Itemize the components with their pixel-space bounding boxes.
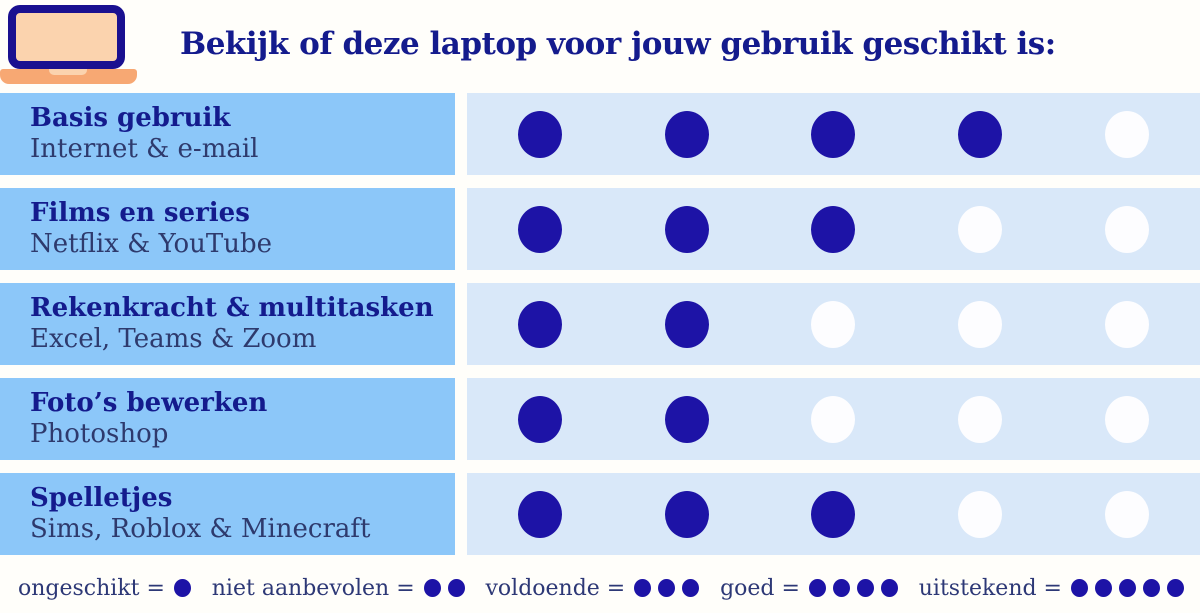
- legend-label: niet aanbevolen =: [211, 575, 415, 601]
- row-title: Basis gebruik: [30, 102, 231, 133]
- rating-dot-empty: [958, 395, 1003, 443]
- rating-dot-filled: [811, 110, 856, 158]
- rating-dot-filled: [518, 205, 563, 253]
- legend-item-uitstekend: uitstekend =: [919, 576, 1184, 601]
- rating-dot-filled: [808, 579, 826, 597]
- row-label: Films en series Netflix & YouTube: [0, 188, 455, 270]
- rating-dot-empty: [1104, 110, 1149, 158]
- row-title: Rekenkracht & multitasken: [30, 292, 434, 323]
- rating-dot-filled: [1143, 579, 1160, 597]
- laptop-screen: [8, 5, 125, 69]
- legend-item-niet-aanbevolen: niet aanbevolen =: [212, 576, 465, 601]
- laptop-notch: [49, 69, 87, 75]
- row-rating-dots: [467, 283, 1200, 365]
- rating-dot-filled: [1119, 579, 1136, 597]
- rating-dot-filled: [664, 490, 709, 538]
- rating-row-rekenkracht: Rekenkracht & multitasken Excel, Teams &…: [0, 283, 1200, 365]
- rating-row-basis-gebruik: Basis gebruik Internet & e-mail: [0, 93, 1200, 175]
- row-subtitle: Excel, Teams & Zoom: [30, 324, 317, 354]
- rating-row-spelletjes: Spelletjes Sims, Roblox & Minecraft: [0, 473, 1200, 555]
- legend-label: ongeschikt =: [18, 575, 165, 601]
- row-subtitle: Netflix & YouTube: [30, 229, 272, 259]
- laptop-base: [0, 69, 137, 84]
- row-title: Films en series: [30, 197, 250, 228]
- legend-label: voldoende =: [485, 575, 626, 601]
- row-title: Spelletjes: [30, 482, 173, 513]
- page-title: Bekijk of deze laptop voor jouw gebruik …: [180, 26, 1056, 62]
- row-subtitle: Internet & e-mail: [30, 134, 259, 164]
- laptop-icon: [0, 0, 137, 84]
- rating-dot-filled: [173, 579, 191, 597]
- row-label: Spelletjes Sims, Roblox & Minecraft: [0, 473, 455, 555]
- legend-item-voldoende: voldoende =: [485, 575, 700, 601]
- rating-dot-empty: [958, 490, 1003, 538]
- legend-label: uitstekend =: [918, 575, 1062, 601]
- legend-item-goed: goed =: [720, 576, 898, 601]
- rating-row-films-en-series: Films en series Netflix & YouTube: [0, 188, 1200, 270]
- legend-label: goed =: [720, 575, 800, 601]
- rating-dot-filled: [682, 579, 700, 597]
- row-rating-dots: [467, 378, 1200, 460]
- legend-item-ongeschikt: ongeschikt =: [18, 576, 191, 601]
- rating-dot-empty: [1104, 300, 1149, 348]
- ratings-table: Basis gebruik Internet & e-mail Films en…: [0, 93, 1200, 555]
- rating-dot-filled: [832, 579, 850, 597]
- legend: ongeschikt = niet aanbevolen = voldoende…: [0, 555, 1200, 613]
- rating-dot-empty: [1104, 395, 1149, 443]
- row-rating-dots: [467, 473, 1200, 555]
- rating-dot-filled: [1095, 579, 1112, 597]
- rating-dot-filled: [423, 579, 441, 597]
- legend-dots: [1071, 579, 1184, 597]
- rating-dot-filled: [664, 300, 709, 348]
- row-label: Basis gebruik Internet & e-mail: [0, 93, 455, 175]
- rating-dot-filled: [447, 579, 465, 597]
- rating-dot-filled: [518, 395, 563, 443]
- header: Bekijk of deze laptop voor jouw gebruik …: [0, 0, 1200, 93]
- rating-dot-filled: [518, 300, 563, 348]
- row-title: Foto’s bewerken: [30, 387, 268, 418]
- row-rating-dots: [467, 93, 1200, 175]
- rating-dot-filled: [658, 579, 676, 597]
- row-rating-dots: [467, 188, 1200, 270]
- rating-dot-empty: [811, 395, 856, 443]
- legend-dots: [173, 579, 191, 597]
- rating-dot-filled: [518, 490, 563, 538]
- rating-dot-empty: [811, 300, 856, 348]
- rating-row-fotos-bewerken: Foto’s bewerken Photoshop: [0, 378, 1200, 460]
- rating-dot-empty: [1104, 490, 1149, 538]
- legend-dots: [423, 579, 465, 597]
- rating-dot-empty: [958, 205, 1003, 253]
- row-subtitle: Sims, Roblox & Minecraft: [30, 514, 371, 544]
- row-label: Rekenkracht & multitasken Excel, Teams &…: [0, 283, 455, 365]
- rating-dot-empty: [958, 300, 1003, 348]
- rating-dot-filled: [856, 579, 874, 597]
- rating-dot-filled: [1167, 579, 1184, 597]
- rating-dot-filled: [664, 110, 709, 158]
- legend-dots: [634, 579, 700, 597]
- legend-dots: [808, 579, 898, 597]
- rating-dot-filled: [880, 579, 898, 597]
- row-label: Foto’s bewerken Photoshop: [0, 378, 455, 460]
- rating-dot-filled: [664, 205, 709, 253]
- rating-dot-filled: [634, 579, 652, 597]
- row-subtitle: Photoshop: [30, 419, 169, 449]
- rating-dot-filled: [958, 110, 1003, 158]
- rating-dot-empty: [1104, 205, 1149, 253]
- rating-dot-filled: [811, 490, 856, 538]
- rating-dot-filled: [1071, 579, 1088, 597]
- rating-dot-filled: [811, 205, 856, 253]
- rating-dot-filled: [518, 110, 563, 158]
- rating-dot-filled: [664, 395, 709, 443]
